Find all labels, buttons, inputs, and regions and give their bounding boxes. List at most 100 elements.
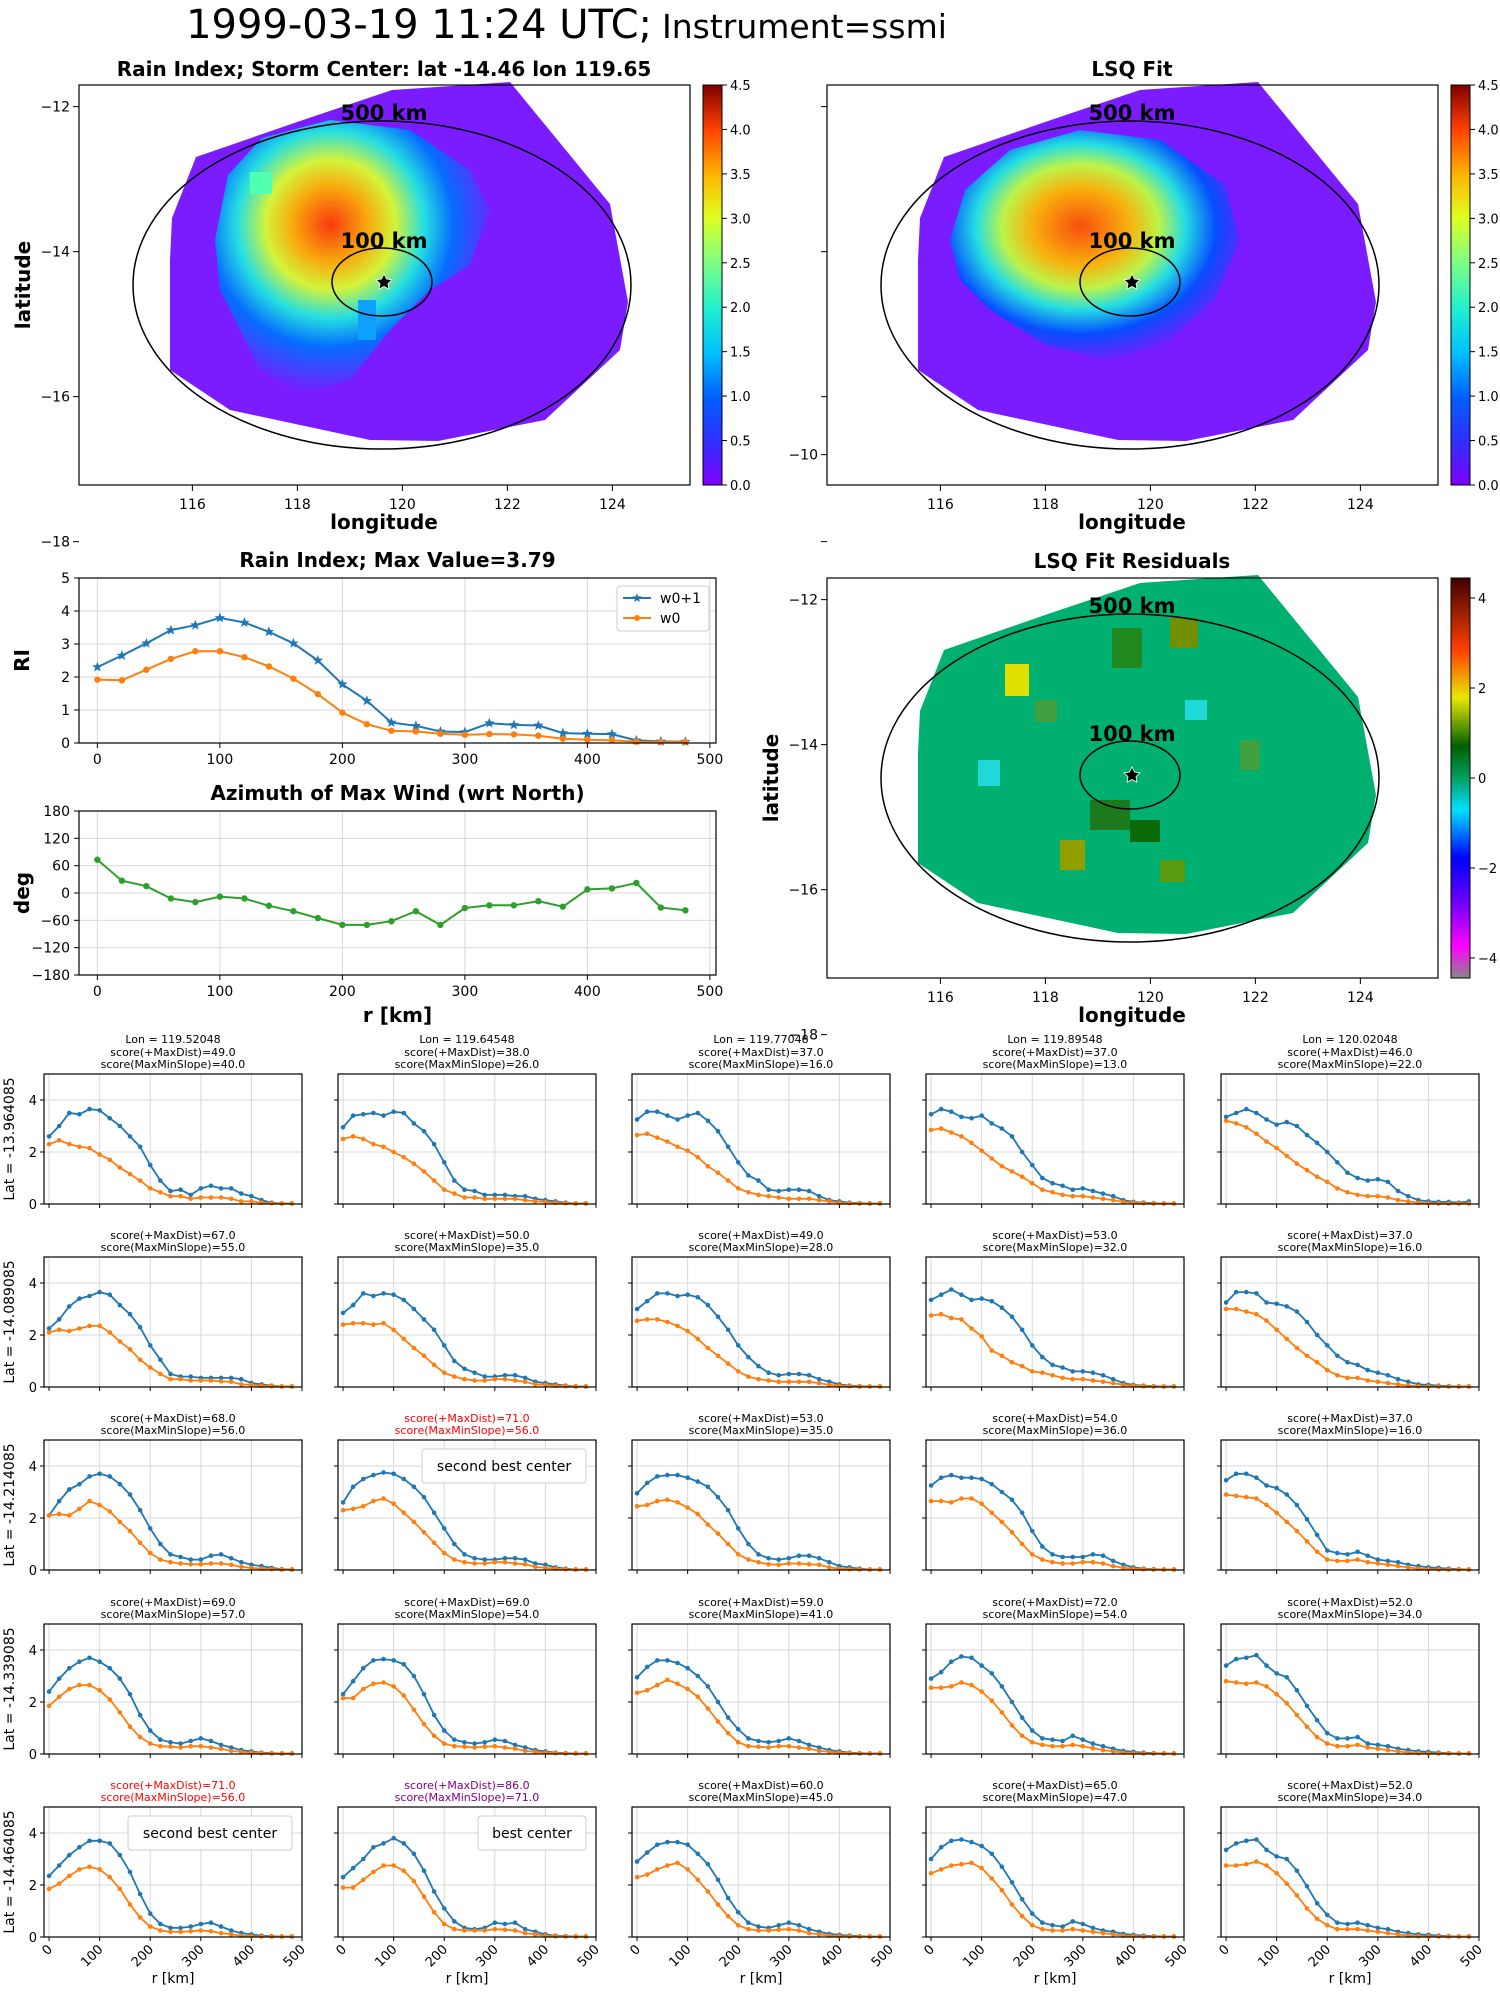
data-point bbox=[472, 1745, 477, 1750]
score-maxdist: score(+MaxDist)=52.0 bbox=[1287, 1596, 1412, 1609]
data-point bbox=[1345, 1190, 1350, 1195]
data-point bbox=[228, 1748, 234, 1754]
data-point bbox=[682, 738, 689, 746]
data-point bbox=[137, 1144, 143, 1150]
data-point bbox=[56, 1317, 62, 1322]
data-point bbox=[56, 1123, 62, 1129]
data-point bbox=[452, 1743, 457, 1749]
data-point bbox=[553, 1933, 558, 1939]
data-point bbox=[87, 1864, 92, 1870]
score-maxdist: score(+MaxDist)=60.0 bbox=[698, 1779, 823, 1792]
data-point bbox=[371, 1110, 376, 1116]
data-point bbox=[1314, 1717, 1320, 1723]
data-point bbox=[1304, 1884, 1310, 1889]
data-point bbox=[188, 1192, 194, 1198]
data-point bbox=[401, 1476, 407, 1482]
w0-line bbox=[1225, 1493, 1469, 1571]
data-point bbox=[644, 1480, 650, 1486]
data-point bbox=[412, 728, 420, 735]
data-point bbox=[411, 1484, 417, 1490]
data-point bbox=[87, 1145, 92, 1151]
data-point bbox=[796, 1553, 802, 1558]
data-point bbox=[796, 1187, 802, 1192]
data-point bbox=[218, 1742, 224, 1748]
w0-line bbox=[931, 1681, 1174, 1755]
data-point bbox=[411, 1878, 417, 1884]
column-lon-title: Lon = 119.52048 bbox=[125, 1033, 220, 1046]
data-point bbox=[1019, 1541, 1025, 1547]
data-point bbox=[137, 1324, 143, 1330]
score-maxdist: score(+MaxDist)=71.0 bbox=[404, 1412, 529, 1425]
x-tick-label: 116 bbox=[927, 497, 954, 513]
data-point bbox=[665, 1472, 670, 1478]
data-point bbox=[1243, 1289, 1249, 1295]
data-point bbox=[543, 1382, 548, 1388]
plot-frame bbox=[43, 1623, 303, 1755]
data-point bbox=[56, 1498, 62, 1504]
data-point bbox=[97, 1867, 102, 1872]
data-point bbox=[87, 1474, 92, 1479]
data-point bbox=[127, 1691, 133, 1697]
data-point bbox=[705, 1889, 711, 1894]
score-panel-r1-c0: 0 2 4 score(+MaxDist)=67.0score(MaxMinSlope… bbox=[2, 1229, 303, 1396]
data-point bbox=[1385, 1179, 1391, 1185]
data-point bbox=[371, 1293, 376, 1299]
data-point bbox=[452, 1358, 457, 1364]
data-point bbox=[1355, 1192, 1360, 1198]
data-point bbox=[87, 1106, 92, 1112]
center-note-box bbox=[127, 1815, 293, 1851]
data-point bbox=[1395, 1932, 1401, 1937]
data-point bbox=[735, 1160, 741, 1165]
data-point bbox=[249, 1382, 254, 1388]
data-point bbox=[265, 902, 273, 909]
data-point bbox=[776, 1562, 782, 1568]
data-point bbox=[816, 1748, 822, 1754]
score-maxminslope: score(MaxMinSlope)=34.0 bbox=[1278, 1791, 1423, 1804]
colorbar-tick-label: 0.5 bbox=[730, 435, 751, 450]
data-point bbox=[644, 1298, 650, 1304]
colorbar-tick-label: 1.5 bbox=[1478, 346, 1499, 361]
data-point bbox=[928, 1676, 934, 1681]
score-maxminslope: score(MaxMinSlope)=26.0 bbox=[395, 1058, 540, 1071]
data-point bbox=[1355, 1175, 1360, 1181]
data-point bbox=[766, 1378, 771, 1383]
data-point bbox=[682, 907, 689, 914]
data-point bbox=[192, 648, 199, 655]
data-point bbox=[1274, 1510, 1279, 1516]
data-point bbox=[411, 1306, 417, 1312]
w0-line bbox=[342, 1135, 586, 1205]
colorbar-tick-label: 0.0 bbox=[1478, 479, 1499, 494]
data-point bbox=[1395, 1188, 1401, 1194]
data-point bbox=[66, 1487, 72, 1492]
data-point bbox=[1233, 1493, 1239, 1499]
score-maxminslope: score(MaxMinSlope)=16.0 bbox=[689, 1058, 834, 1071]
x-tick-label: 500 bbox=[575, 1942, 603, 1970]
column-lon-title: Lon = 119.64548 bbox=[419, 1033, 514, 1046]
data-point bbox=[657, 904, 665, 911]
data-point bbox=[532, 1199, 538, 1204]
data-point bbox=[431, 1327, 437, 1333]
data-point bbox=[1274, 1301, 1279, 1307]
data-point bbox=[147, 1728, 153, 1733]
data-point bbox=[1100, 1379, 1106, 1385]
data-point bbox=[1264, 1483, 1269, 1488]
data-point bbox=[1080, 1376, 1086, 1382]
data-point bbox=[472, 1556, 477, 1561]
data-point bbox=[695, 1336, 701, 1342]
data-point bbox=[1314, 1174, 1320, 1179]
data-point-star bbox=[92, 661, 103, 672]
data-point bbox=[168, 1744, 173, 1750]
y-tick-label: 2 bbox=[29, 1879, 37, 1894]
data-point bbox=[746, 1374, 751, 1379]
data-point bbox=[188, 1378, 194, 1383]
plot-frame bbox=[631, 1073, 891, 1205]
data-point bbox=[421, 1894, 427, 1899]
data-point bbox=[665, 1497, 670, 1503]
data-point bbox=[1029, 1343, 1035, 1348]
data-point bbox=[1365, 1741, 1371, 1746]
lsq-map-title: LSQ Fit bbox=[1091, 57, 1173, 81]
data-point bbox=[654, 1109, 660, 1114]
data-point bbox=[633, 879, 640, 887]
data-point bbox=[107, 1509, 113, 1514]
data-point bbox=[1294, 1345, 1300, 1351]
